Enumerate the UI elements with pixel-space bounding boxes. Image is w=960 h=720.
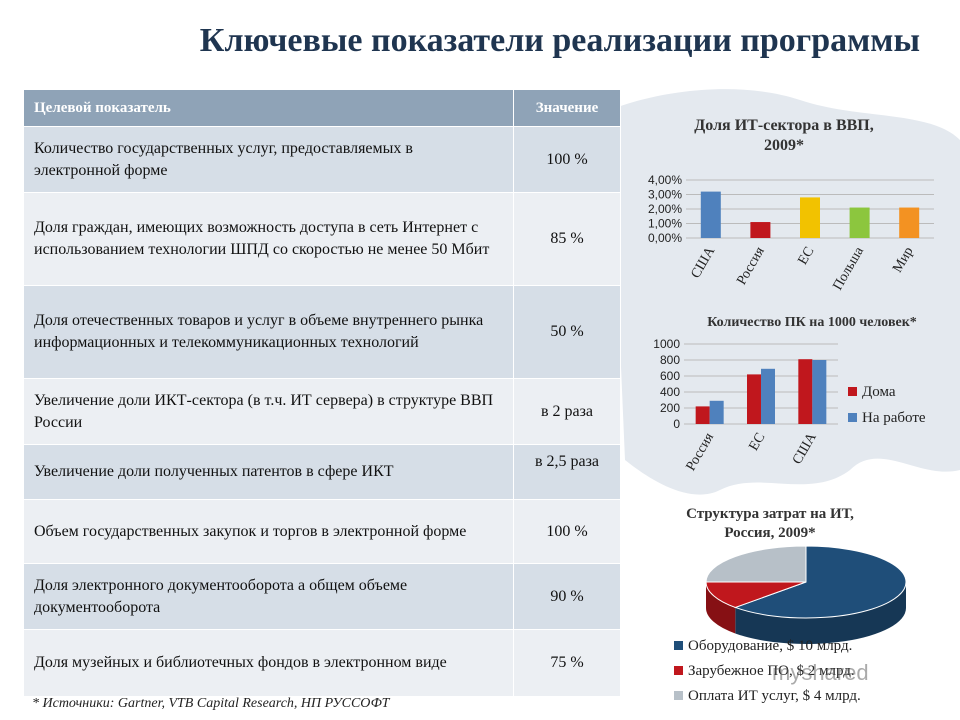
chart1-title-line2: 2009* (764, 137, 804, 154)
footnote: * Источники: Gartner, VTB Capital Resear… (32, 696, 390, 711)
pie-slice (733, 545, 907, 619)
category-label: США (790, 430, 820, 467)
row-value: 85 % (513, 192, 621, 286)
legend-swatch (674, 691, 683, 700)
category-label: США (688, 244, 718, 281)
pie-slice-side (735, 582, 906, 644)
table-row: Количество государственных услуг, предос… (24, 126, 621, 193)
table-row: Увеличение доли полученных патентов в сф… (24, 444, 621, 500)
legend-swatch (674, 641, 683, 650)
bar (798, 359, 813, 424)
bar (750, 222, 771, 238)
row-value: 50 % (513, 285, 621, 379)
it-share-gdp-chart: Доля ИТ-сектора в ВВП, 2009* 0,00%1,00%2… (648, 117, 934, 293)
legend-label: Оборудование, $ 10 млрд. (688, 638, 852, 654)
bar (849, 207, 870, 238)
y-tick-label: 400 (660, 385, 680, 399)
row-indicator: Доля электронного документооборота а общ… (24, 563, 514, 630)
y-tick-label: 200 (660, 401, 680, 415)
row-indicator: Объем государственных закупок и торгов в… (24, 499, 514, 564)
bar (812, 360, 827, 424)
chart2-title: Количество ПК на 1000 человек* (707, 315, 917, 330)
row-value: 75 % (513, 629, 621, 696)
header-value: Значение (513, 90, 621, 127)
row-indicator: Доля отечественных товаров и услуг в объ… (24, 285, 514, 379)
row-value: 100 % (513, 499, 621, 564)
row-value: 90 % (513, 563, 621, 630)
row-value: в 2 раза (513, 378, 621, 445)
y-tick-label: 2,00% (648, 202, 682, 216)
table-row: Увеличение доли ИКТ-сектора (в т.ч. ИТ с… (24, 378, 621, 445)
chart3-title-line1: Структура затрат на ИТ, (686, 506, 854, 522)
y-tick-label: 4,00% (648, 173, 682, 187)
y-tick-label: 0,00% (648, 231, 682, 245)
legend-label: Дома (862, 384, 896, 400)
pc-per-1000-chart: Количество ПК на 1000 человек* 0 200 400 60… (653, 315, 926, 474)
category-label: ЕС (796, 245, 818, 268)
row-indicator: Количество государственных услуг, предос… (24, 126, 514, 193)
category-label: Польша (830, 244, 867, 293)
bar (695, 406, 710, 424)
chart1-title-line1: Доля ИТ-сектора в ВВП, (694, 117, 873, 134)
y-tick-label: 800 (660, 353, 680, 367)
bar (761, 368, 775, 424)
pie-slice-side (706, 582, 736, 634)
pie-slice (705, 581, 807, 608)
y-tick-label: 600 (660, 369, 680, 383)
legend-label: На работе (862, 410, 926, 426)
chart3-title-line2: Россия, 2009* (724, 525, 815, 541)
bar (747, 374, 761, 424)
y-tick-label: 1,00% (648, 217, 682, 231)
category-label: Россия (684, 430, 718, 474)
legend-label: Оплата ИТ услуг, $ 4 млрд. (688, 688, 861, 704)
table-header-row: Целевой показатель Значение (24, 90, 621, 127)
y-tick-label: 1000 (653, 337, 680, 351)
category-label: Россия (734, 244, 768, 288)
slide-title: Ключевые показатели реализации программы (199, 22, 920, 59)
category-label: ЕС (747, 431, 769, 454)
legend-swatch (848, 413, 857, 422)
row-value: в 2,5 раза (513, 444, 621, 500)
header-indicator: Целевой показатель (24, 90, 514, 127)
table-row: Доля граждан, имеющих возможность доступ… (24, 192, 621, 286)
table-row: Доля музейных и библиотечных фондов в эл… (24, 629, 621, 696)
table-row: Доля отечественных товаров и услуг в объ… (24, 285, 621, 379)
category-label: Мир (890, 245, 916, 276)
y-tick-label: 3,00% (648, 188, 682, 202)
row-indicator: Доля музейных и библиотечных фондов в эл… (24, 629, 514, 696)
bar (700, 191, 721, 238)
kpi-table: Целевой показатель Значение Количество г… (24, 90, 621, 696)
bar (899, 207, 920, 238)
bar (800, 197, 820, 238)
table-row: Объем государственных закупок и торгов в… (24, 499, 621, 564)
row-indicator: Увеличение доли полученных патентов в сф… (24, 444, 514, 500)
y-tick-label: 0 (673, 417, 680, 431)
row-indicator: Увеличение доли ИКТ-сектора (в т.ч. ИТ с… (24, 378, 514, 445)
row-indicator: Доля граждан, имеющих возможность доступ… (24, 192, 514, 286)
bar (709, 400, 724, 424)
legend-label: Зарубежное ПО, $ 2 млрд. (688, 663, 855, 679)
it-cost-structure-chart: Структура затрат на ИТ, Россия, 2009* Об… (674, 506, 907, 704)
legend-swatch (848, 387, 857, 396)
table-row: Доля электронного документооборота а общ… (24, 563, 621, 630)
legend-swatch (674, 666, 683, 675)
row-value: 100 % (513, 126, 621, 193)
pie-slice (705, 545, 807, 583)
watermark: myshared (772, 660, 869, 685)
